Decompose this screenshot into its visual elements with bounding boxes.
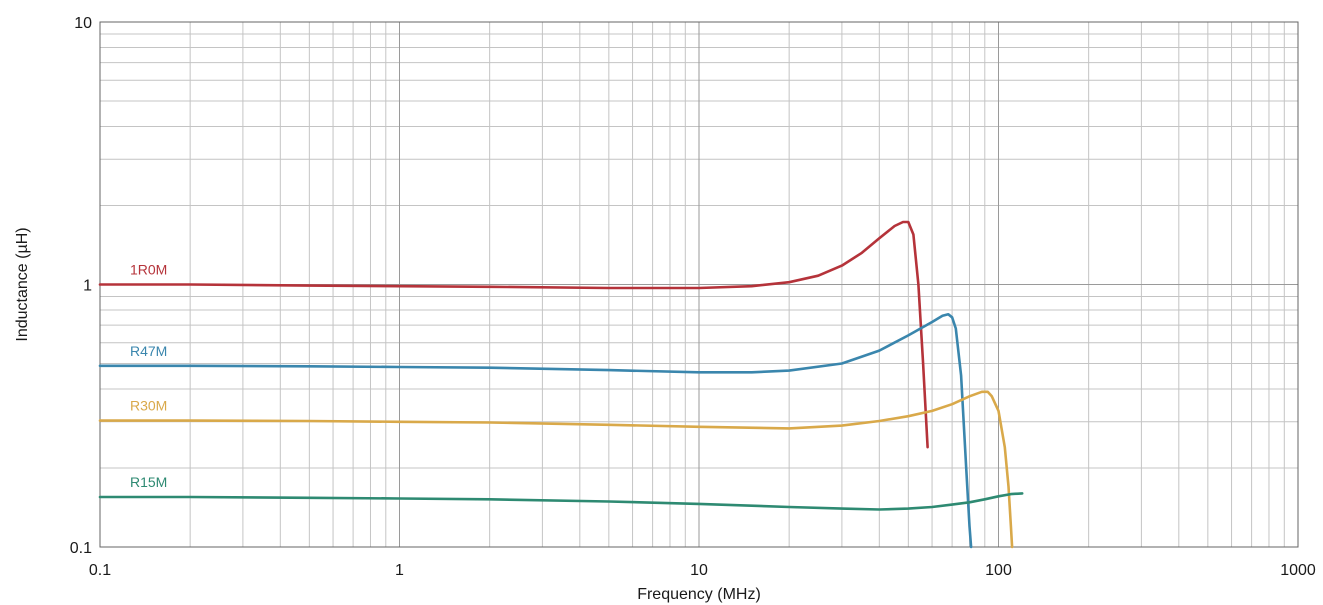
- series-line-1r0m: [98, 220, 929, 449]
- series-label-layer: 1R0M R47M R30M R15M: [130, 262, 167, 491]
- series-layer: [98, 220, 1024, 549]
- x-tick-label: 0.1: [89, 562, 111, 579]
- x-tick-label: 1000: [1280, 562, 1316, 579]
- series-line-r30m: [98, 390, 1014, 549]
- series-label-1r0m: 1R0M: [130, 262, 167, 278]
- series-label-r15m: R15M: [130, 474, 167, 490]
- x-axis-label: Frequency (MHz): [637, 586, 761, 603]
- x-tick-label: 10: [690, 562, 708, 579]
- y-tick-label: 1: [83, 278, 92, 295]
- tick-label-layer: 0.1 1 10 100 1000 0.1 1 10: [70, 15, 1316, 579]
- series-line-r47m: [98, 312, 973, 549]
- series-line-r15m: [98, 492, 1024, 511]
- series-label-r30m: R30M: [130, 398, 167, 414]
- y-axis-label: Inductance (µH): [14, 227, 31, 341]
- x-tick-label: 100: [985, 562, 1012, 579]
- y-tick-label: 0.1: [70, 540, 92, 557]
- x-tick-label: 1: [395, 562, 404, 579]
- y-tick-label: 10: [74, 15, 92, 32]
- series-label-r47m: R47M: [130, 343, 167, 359]
